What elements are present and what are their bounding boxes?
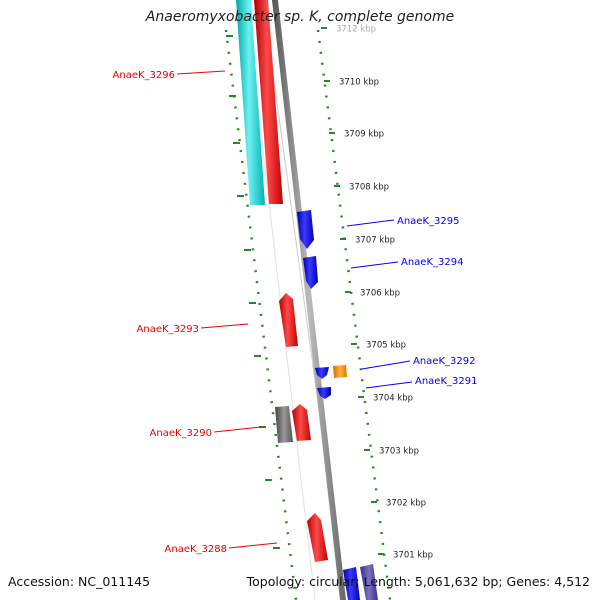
tick-label: 3703 kbp (379, 447, 419, 457)
gene-label-leader (176, 70, 226, 75)
right-dotted-ring (316, 29, 392, 600)
gene-label: AnaeK_3291 (415, 376, 477, 387)
left-dotted-ring (224, 29, 298, 600)
pseudo-gene (275, 406, 293, 443)
reverse-gene-bottom (343, 567, 360, 600)
forward-gene-anaek-3296 (254, 0, 283, 204)
forward-gene-anaek-3288 (307, 513, 328, 562)
rna-block (236, 0, 265, 205)
gene-label: AnaeK_3292 (413, 356, 475, 367)
gene-labels: AnaeK_3296 AnaeK_3295 AnaeK_3294 AnaeK_3293… (113, 70, 478, 555)
gene-label: AnaeK_3294 (401, 257, 463, 268)
tick-label: 3702 kbp (386, 499, 426, 509)
tick-label: 3704 kbp (373, 394, 413, 404)
tick-label: 3705 kbp (366, 341, 406, 351)
tick-label: 3708 kbp (349, 183, 389, 193)
tick-label: 3707 kbp (355, 236, 395, 246)
reverse-gene-anaek-3291 (317, 387, 331, 399)
gene-label-leader (350, 261, 399, 269)
tick-label: 3701 kbp (393, 551, 433, 561)
tick-label: 3712 kbp (336, 25, 376, 35)
tick-label: 3710 kbp (339, 78, 379, 88)
forward-gene-anaek-3293 (279, 293, 298, 347)
tick-marks: 3712 kbp 3710 kbp 3709 kbp 3708 kbp 3707 kbp… (226, 25, 433, 561)
tick-label: 3706 kbp (360, 289, 400, 299)
gene-label: AnaeK_3288 (165, 544, 227, 555)
gene-label-leader (200, 323, 249, 329)
purple-gene-bottom (360, 564, 378, 600)
gene-label-leader (213, 426, 262, 433)
forward-gene-anaek-3290 (292, 404, 311, 441)
other-gene-orange (333, 365, 347, 378)
reverse-gene-anaek-3295 (297, 210, 314, 249)
accession-text: Accession: NC_011145 (8, 574, 151, 589)
gene-label-leader (346, 219, 395, 227)
genome-summary-text: Topology: circular; Length: 5,061,632 bp… (246, 574, 590, 589)
reverse-gene-anaek-3294 (303, 256, 318, 289)
genome-backbone (272, 0, 346, 600)
reverse-gene-anaek-3292 (315, 367, 329, 379)
gene-label: AnaeK_3295 (397, 216, 459, 227)
gene-label-leader (228, 542, 278, 549)
gene-label: AnaeK_3293 (137, 324, 199, 335)
gene-label-leader (365, 381, 413, 389)
map-title: Anaeromyxobacter sp. K, complete genome (145, 9, 455, 25)
gene-label: AnaeK_3290 (150, 428, 212, 439)
gene-label: AnaeK_3296 (113, 70, 175, 81)
tick-label: 3709 kbp (344, 130, 384, 140)
gene-label-leader (361, 360, 411, 370)
